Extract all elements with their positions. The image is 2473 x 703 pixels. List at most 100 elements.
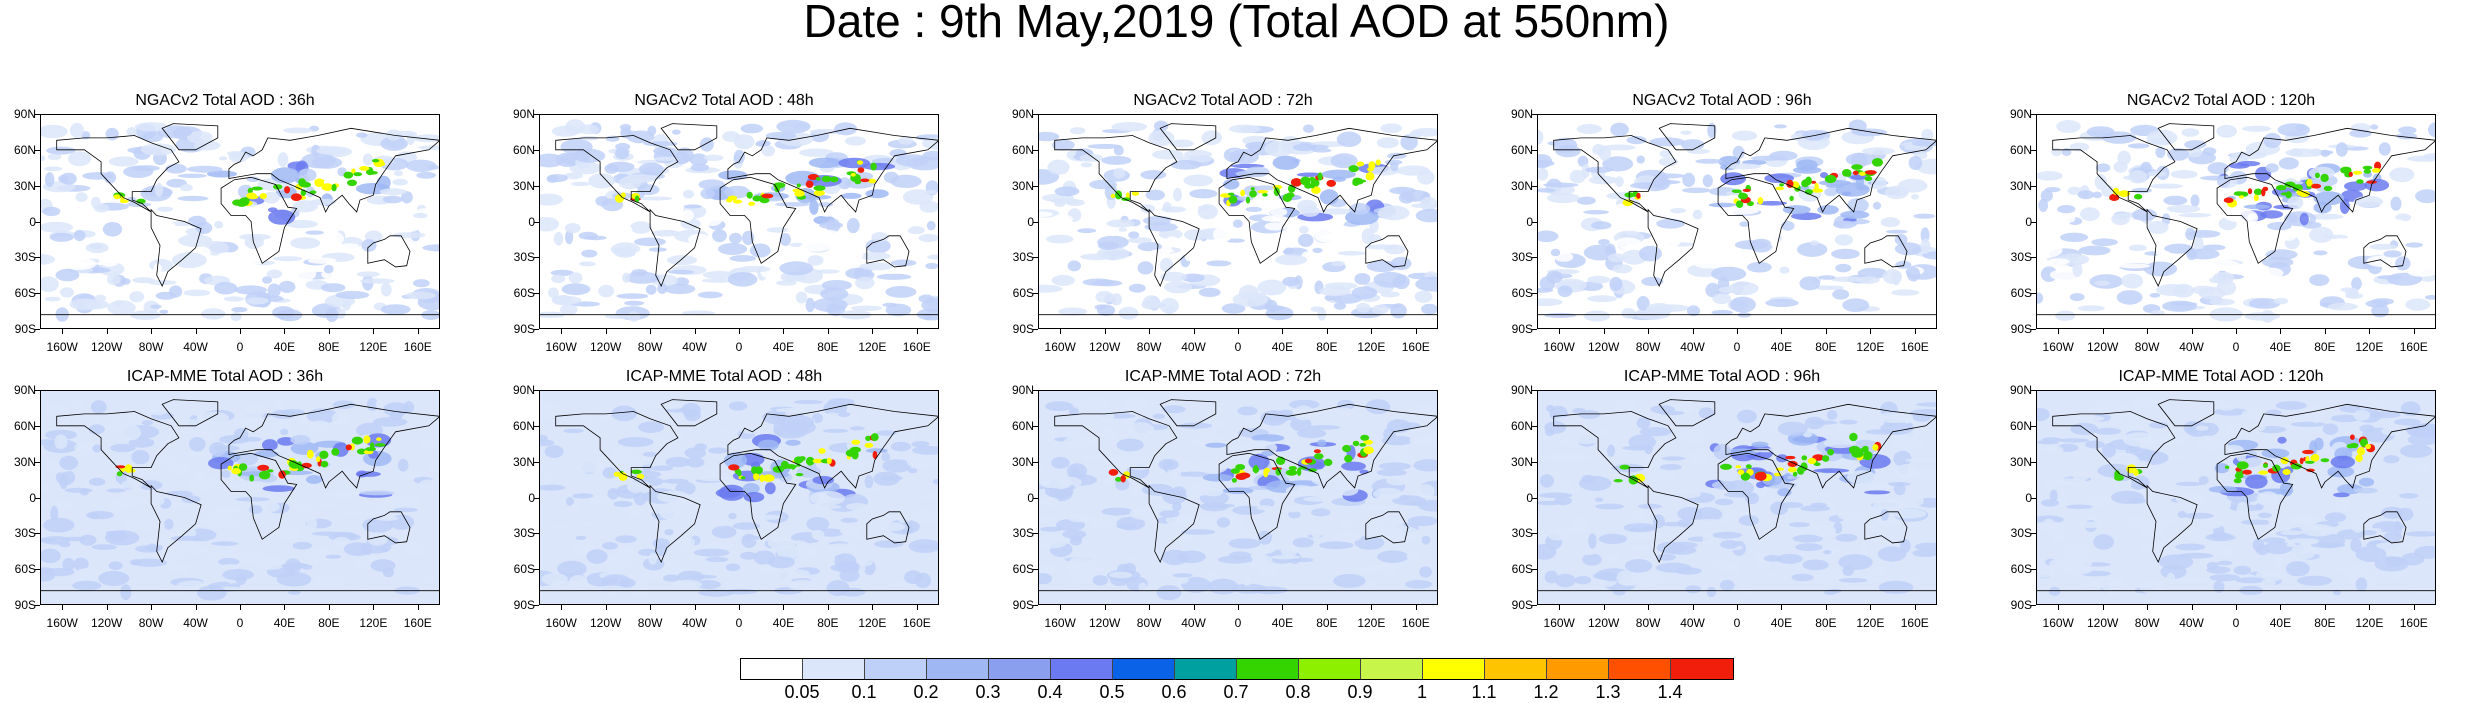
lon-tick-label: 40W (2179, 340, 2204, 354)
lon-tick (1559, 329, 1561, 334)
lat-tick-label: 30S (1012, 250, 1034, 265)
lon-tick-label: 120E (2355, 340, 2384, 354)
lon-tick (106, 329, 108, 334)
lon-tick (328, 329, 330, 334)
lat-tick-label: 60N (1011, 418, 1034, 433)
lat-tick-label: 0 (1027, 214, 1034, 229)
lat-tick-label: 90N (1510, 107, 1533, 121)
lon-tick (1371, 329, 1373, 334)
lon-tick-label: 160W (2042, 616, 2074, 630)
lat-tick-label: 60S (513, 562, 535, 577)
lon-tick-label: 120E (2355, 616, 2384, 630)
lon-tick-label: 80E (318, 616, 340, 630)
figure-title: Date : 9th May,2019 (Total AOD at 550nm) (803, 0, 1670, 47)
lat-tick (1532, 149, 1537, 151)
lat-tick (1532, 569, 1537, 571)
lon-tick-label: 80W (138, 616, 164, 630)
lat-tick (1033, 221, 1038, 223)
colorbar-swatch (1547, 659, 1609, 679)
lon-tick (284, 605, 286, 610)
lon-tick-label: 40W (682, 616, 707, 630)
lat-tick (35, 425, 40, 427)
lon-tick-label: 160E (2399, 616, 2428, 630)
aod-field (1038, 120, 1438, 321)
map-svg (1038, 114, 1438, 329)
coastlines (1537, 123, 1937, 329)
lat-tick (2031, 605, 2036, 606)
map-panel: NGACv2 Total AOD : 120h 90N 60N 30N 0 30S 60S 9… (2006, 92, 2436, 367)
lon-tick (872, 329, 874, 334)
lon-tick (1870, 329, 1872, 334)
colorbar-swatch (741, 659, 803, 679)
lat-tick-label: 90N (2009, 383, 2032, 397)
lon-tick-label: 40W (682, 340, 707, 354)
lat-tick-label: 0 (29, 490, 36, 505)
lon-tick (827, 329, 829, 334)
lat-tick-label: 90N (2009, 107, 2032, 121)
lon-tick-label: 120E (1357, 340, 1386, 354)
lat-tick-label: 30S (1511, 250, 1533, 265)
lon-tick-label: 160E (1900, 616, 1929, 630)
lon-tick-label: 80W (637, 340, 663, 354)
map-svg (539, 390, 939, 605)
lat-tick (534, 497, 539, 499)
lon-tick (2236, 605, 2237, 610)
lat-tick-label: 90S (1012, 598, 1034, 612)
lat-tick (534, 257, 539, 259)
aod-field (40, 122, 440, 322)
lon-tick-label: 80E (1815, 616, 1837, 630)
lon-tick (605, 605, 607, 610)
lon-tick-label: 160W (46, 616, 78, 630)
lon-tick-label: 80W (1635, 340, 1661, 354)
lon-tick (1060, 605, 1062, 610)
lon-tick (1149, 329, 1151, 334)
coastlines (1537, 399, 1937, 605)
lon-tick-label: 160E (403, 616, 432, 630)
lon-tick (1914, 605, 1916, 610)
lat-tick-label: 90N (512, 107, 535, 121)
lat-tick (1532, 605, 1537, 606)
lon-tick-label: 120E (1856, 340, 1885, 354)
lat-tick (1532, 293, 1537, 295)
lon-tick (694, 605, 696, 610)
lon-tick (1825, 329, 1827, 334)
lat-tick (35, 114, 40, 115)
lon-tick-label: 120E (1357, 616, 1386, 630)
lat-tick (35, 605, 40, 606)
lon-tick-label: 120W (2086, 340, 2119, 354)
lon-tick (1415, 329, 1417, 334)
lon-tick (1238, 329, 1239, 334)
lat-tick (534, 221, 539, 223)
coastlines (539, 399, 939, 605)
lon-tick (605, 329, 607, 334)
lon-tick-label: 160E (1900, 340, 1929, 354)
lon-tick (650, 605, 652, 610)
lon-tick-label: 160W (545, 616, 577, 630)
lon-tick-label: 80W (138, 340, 164, 354)
lat-tick (1033, 293, 1038, 295)
lat-tick (2031, 114, 2036, 115)
aod-map (2036, 114, 2436, 329)
lon-tick (1648, 329, 1650, 334)
lon-tick (916, 329, 918, 334)
lat-tick-label: 60N (512, 418, 535, 433)
lon-tick-label: 40W (1181, 616, 1206, 630)
aod-map (539, 390, 939, 605)
lon-tick (417, 605, 419, 610)
lon-tick (1737, 329, 1738, 334)
colorbar-label: 1 (1416, 682, 1428, 702)
lat-tick-label: 60N (2009, 418, 2032, 433)
lon-tick (739, 605, 740, 610)
colorbar-swatch (1423, 659, 1485, 679)
map-svg (2036, 114, 2436, 329)
colorbar-label: 0.1 (851, 682, 877, 702)
lon-tick (1415, 605, 1417, 610)
lat-tick (35, 569, 40, 571)
lat-tick (534, 149, 539, 151)
lon-tick-label: 160E (2399, 340, 2428, 354)
lon-tick-label: 160W (1044, 340, 1076, 354)
lon-tick-label: 160E (1401, 616, 1430, 630)
lon-tick-label: 80W (637, 616, 663, 630)
colorbar-label: 0.8 (1285, 682, 1311, 702)
lon-tick (2369, 605, 2371, 610)
